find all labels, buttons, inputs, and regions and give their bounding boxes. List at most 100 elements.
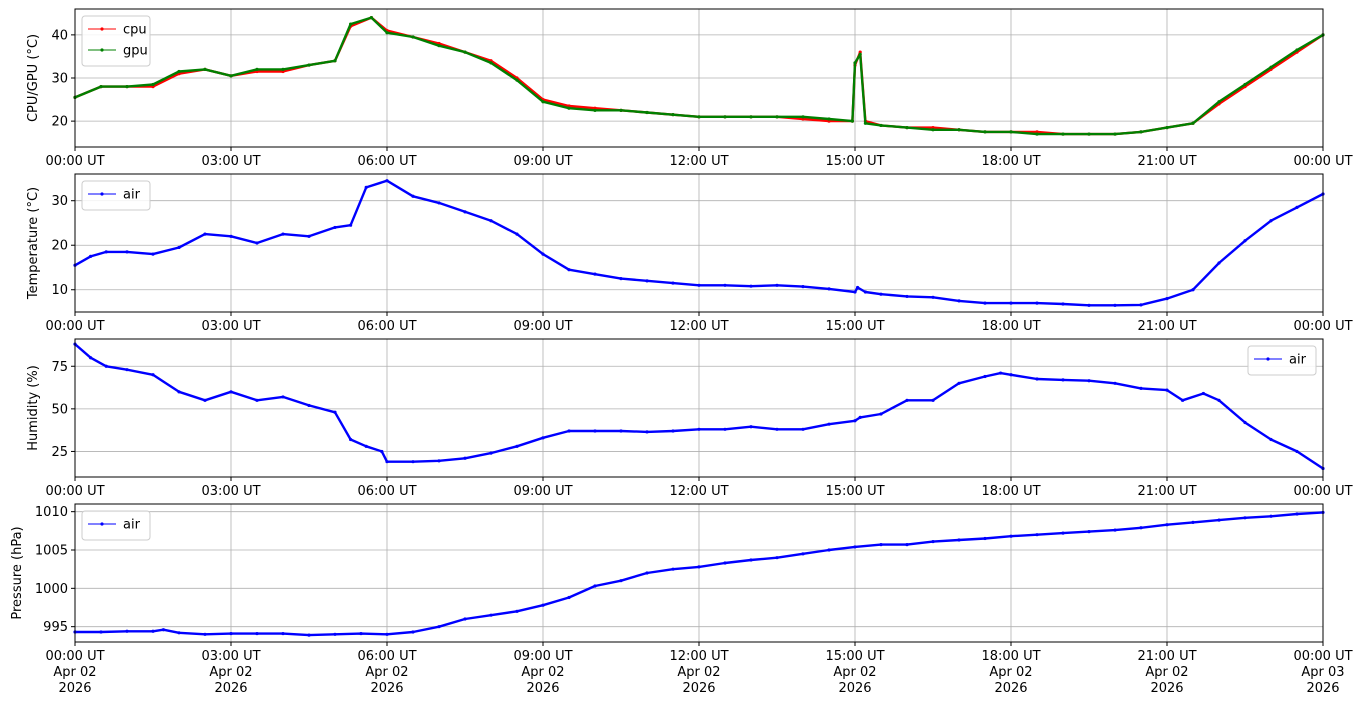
chart-3-series-air-point [593, 584, 597, 588]
chart-0-x-tick-label: 15:00 UT [825, 154, 884, 169]
chart-0-series-gpu-point [385, 31, 389, 35]
chart-2-series-air-point [905, 398, 909, 402]
chart-3-y-tick-label: 1005 [35, 544, 68, 559]
chart-0-series-gpu-point [905, 125, 909, 130]
chart-0-series-gpu-point [177, 69, 181, 74]
chart-3-series-air-point [411, 630, 415, 634]
chart-1-series-air-point [645, 279, 649, 283]
chart-3-series-air-point [229, 631, 233, 636]
chart-2-series-air-point [463, 456, 467, 460]
chart-0-panel: 00:00 UT 03:00 UT 06:00 UT 09:00 UT 12:00 UT… [26, 8, 1353, 169]
chart-2-x-tick-label: 09:00 UT [513, 484, 572, 499]
chart-0-series-gpu-point [1269, 65, 1273, 69]
chart-1-series-air-point [89, 254, 93, 258]
chart-1-series-air-point [151, 252, 155, 256]
chart-0-series-gpu-point [775, 115, 779, 119]
chart-3-series-air-point [671, 567, 675, 571]
chart-3-series-air-point [853, 545, 857, 549]
chart-2-series-air-point [229, 390, 233, 394]
chart-3-series-air-point [1139, 526, 1143, 530]
chart-2-series-air-point [957, 381, 961, 385]
chart-0-x-tick-label: 18:00 UT [981, 154, 1040, 169]
chart-1-x-tick-label: 15:00 UT [825, 319, 884, 334]
chart-0-series-gpu-point [203, 67, 207, 71]
chart-1-series-air-point [177, 245, 181, 250]
chart-3-series-air-point [1035, 533, 1039, 537]
chart-2-series-air-point [1087, 379, 1091, 383]
chart-0-series-gpu-point [645, 110, 649, 115]
chart-0-axes-frame [74, 8, 1324, 148]
chart-2-series-air-point [619, 429, 623, 433]
chart-3-series-air-point [437, 625, 441, 629]
chart-1-series-air-point [364, 185, 368, 189]
chart-2-series-air-point [723, 427, 727, 431]
chart-3-series-air-line [75, 511, 1324, 637]
chart-0-series-gpu-point [463, 50, 467, 54]
chart-1-series-air-point [489, 219, 493, 223]
chart-2-series-air-point [281, 395, 285, 399]
chart-3-x-tick-label: 06:00 UT Apr 02 2026 [357, 649, 416, 696]
chart-0-series-gpu-point [1243, 82, 1247, 87]
chart-2-series-air-point [567, 429, 571, 433]
chart-2-series-air-point [749, 425, 753, 429]
chart-3-series-air-point [1295, 512, 1299, 516]
chart-3-series-air-point [99, 630, 103, 634]
chart-1-series-air-point [255, 241, 259, 245]
chart-1-x-tick-label: 00:00 UT [1293, 319, 1352, 334]
chart-1-series-air-point [983, 301, 987, 305]
chart-3-x-tick-label: 00:00 UT Apr 02 2026 [45, 649, 104, 696]
chart-0-series-gpu-point [983, 130, 987, 134]
chart-0-x-tick-label: 03:00 UT [201, 154, 260, 169]
chart-3-series-air-point [151, 629, 155, 633]
chart-1-legend-label-air: air [123, 188, 141, 203]
chart-2-series-air-point [858, 415, 862, 419]
chart-1-series-air-point [1217, 261, 1221, 265]
chart-3-x-tick-label: 09:00 UT Apr 02 2026 [513, 649, 572, 696]
chart-0-series-gpu-point [567, 106, 571, 110]
chart-3-series-air-point [957, 538, 961, 542]
chart-0-series-gpu-point [749, 115, 753, 119]
chart-2-legend-marker-air [1266, 357, 1270, 361]
chart-2-series-air-point [364, 444, 368, 448]
chart-1-x-tick-label: 00:00 UT [45, 319, 104, 334]
chart-2-y-tick-label: 25 [51, 445, 68, 460]
chart-3-series-air-point [1087, 530, 1091, 534]
chart-1-series-air-point [349, 223, 353, 227]
chart-1-series-air-point [1113, 303, 1117, 307]
chart-2-series-air-point [1165, 388, 1169, 392]
chart-2-series-air-point [801, 427, 805, 431]
chart-2-series-air-point [983, 374, 987, 379]
chart-1-x-tick-label: 18:00 UT [981, 319, 1040, 334]
chart-3-series-air-point [203, 632, 207, 636]
chart-3-legend-marker-air [100, 522, 104, 526]
chart-1-series-air-point [104, 250, 108, 254]
chart-3-series-air-point [1243, 516, 1247, 520]
chart-0-series-gpu-point [255, 67, 259, 71]
chart-3-series-air-point [645, 571, 649, 575]
chart-2-series-air-point [89, 356, 93, 360]
chart-3-legend-box [81, 510, 151, 541]
chart-1-series-air-point [827, 287, 831, 291]
chart-1-series-air-point [863, 290, 868, 294]
chart-0-y-tick-label: 20 [51, 115, 68, 130]
chart-1-x-tick-label: 12:00 UT [669, 319, 728, 334]
chart-0-series-gpu-point [1139, 130, 1143, 134]
chart-2-series-air-point [827, 422, 831, 426]
chart-3-x-tick-label: 15:00 UT Apr 02 2026 [825, 649, 884, 696]
chart-3-series-air-point [307, 633, 311, 637]
chart-2-series-air-point [697, 427, 701, 431]
chart-2-series-air-point [1217, 398, 1221, 402]
chart-2-legend-label-air: air [1289, 353, 1307, 368]
chart-2-series-air-point [489, 451, 493, 455]
chart-1-series-air-point [567, 268, 571, 272]
chart-2-series-air-point [380, 449, 384, 454]
chart-0-x-tick-label: 00:00 UT [45, 154, 104, 169]
chart-3-series-air-point [541, 603, 545, 607]
chart-2-x-tick-label: 03:00 UT [201, 484, 260, 499]
chart-2-y-tick-label: 50 [51, 402, 68, 417]
chart-1-legend-marker-air [100, 192, 104, 196]
chart-0-series-gpu-point [437, 44, 441, 48]
chart-0-series-gpu-point [515, 78, 519, 82]
chart-3-x-tick-label: 03:00 UT Apr 02 2026 [201, 649, 260, 696]
